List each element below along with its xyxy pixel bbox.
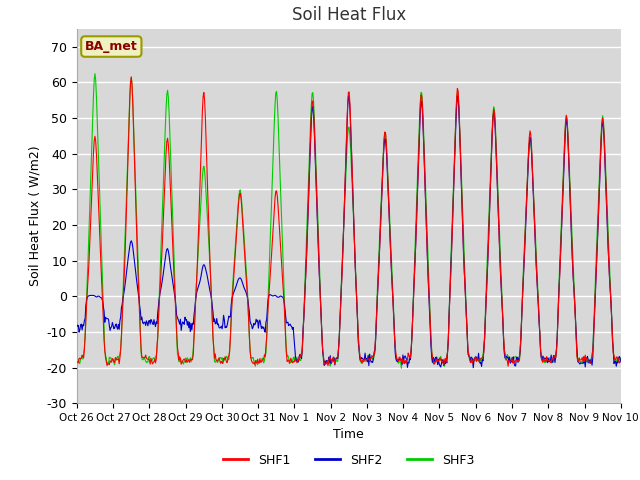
Legend: SHF1, SHF2, SHF3: SHF1, SHF2, SHF3 xyxy=(218,449,480,472)
SHF3 xyxy=(617,355,625,360)
SHF1 xyxy=(73,360,81,366)
SHF3 xyxy=(433,354,440,360)
SHF3 xyxy=(223,355,231,360)
SHF1 xyxy=(140,355,147,360)
SHF2 xyxy=(469,365,477,371)
SHF1 xyxy=(416,121,424,127)
Text: BA_met: BA_met xyxy=(85,40,138,53)
SHF1 xyxy=(223,360,231,365)
Line: SHF1: SHF1 xyxy=(77,77,621,366)
SHF2 xyxy=(431,361,438,367)
SHF2 xyxy=(415,148,422,154)
SHF2 xyxy=(223,324,230,330)
SHF1 xyxy=(127,74,135,80)
SHF1 xyxy=(195,225,202,231)
X-axis label: Time: Time xyxy=(333,429,364,442)
SHF2 xyxy=(73,322,81,328)
SHF3 xyxy=(417,99,424,105)
SHF2 xyxy=(83,297,90,303)
Y-axis label: Soil Heat Flux ( W/m2): Soil Heat Flux ( W/m2) xyxy=(28,146,41,286)
SHF3 xyxy=(195,241,202,247)
SHF2 xyxy=(139,320,147,325)
SHF1 xyxy=(431,358,439,364)
SHF2 xyxy=(617,359,625,365)
Line: SHF3: SHF3 xyxy=(77,73,621,368)
SHF1 xyxy=(617,359,625,364)
SHF3 xyxy=(91,71,99,76)
SHF1 xyxy=(504,363,512,369)
SHF1 xyxy=(83,300,90,306)
Line: SHF2: SHF2 xyxy=(77,96,621,368)
Title: Soil Heat Flux: Soil Heat Flux xyxy=(292,6,406,24)
SHF3 xyxy=(140,357,147,362)
SHF2 xyxy=(194,285,202,291)
SHF2 xyxy=(454,93,461,99)
SHF3 xyxy=(73,357,81,363)
SHF3 xyxy=(83,293,90,299)
SHF3 xyxy=(397,365,405,371)
